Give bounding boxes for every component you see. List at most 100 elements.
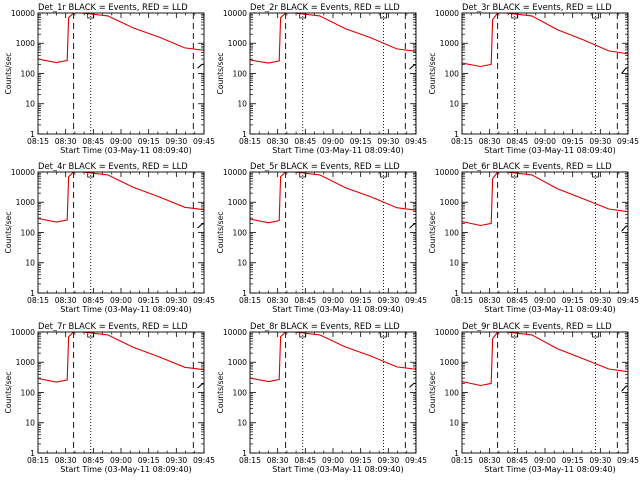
x-tick-label: 09:30 <box>165 456 187 465</box>
y-axis-label: Counts/sec <box>4 212 13 254</box>
x-tick-label: 08:15 <box>239 137 261 146</box>
top-bracket-marker <box>511 172 519 178</box>
y-tick-label: 10000 <box>435 9 459 18</box>
x-tick-label: 09:30 <box>377 456 399 465</box>
x-tick-label: 09:45 <box>617 296 639 305</box>
x-tick-label: 08:30 <box>479 296 501 305</box>
x-tick-label: 09:45 <box>405 137 427 146</box>
top-bracket-marker <box>87 13 95 19</box>
x-tick-label: 09:15 <box>138 137 160 146</box>
x-tick-label: 09:15 <box>562 456 584 465</box>
y-tick-label: 10 <box>25 259 35 268</box>
x-tick-label: 08:30 <box>267 296 289 305</box>
series-lld-line <box>462 13 628 68</box>
x-tick-label: 09:45 <box>193 296 215 305</box>
panel-title: Det_2r BLACK = Events, RED = LLD <box>250 2 400 12</box>
x-tick-label: 09:30 <box>377 296 399 305</box>
y-tick-label: 10000 <box>11 168 35 177</box>
x-tick-label: 08:15 <box>451 137 473 146</box>
x-tick-label: 09:30 <box>165 296 187 305</box>
y-tick-label: 1000 <box>228 39 247 48</box>
x-tick-label: 08:45 <box>506 137 528 146</box>
x-tick-label: 09:15 <box>562 296 584 305</box>
x-tick-label: 08:30 <box>55 456 77 465</box>
x-tick-label: 09:00 <box>534 456 556 465</box>
panel-4: Det_4r BLACK = Events, RED = LLD Counts/s… <box>4 161 417 314</box>
y-tick-label: 1000 <box>16 198 35 207</box>
x-tick-label: 08:45 <box>294 137 316 146</box>
y-axis-label: Counts/sec <box>4 53 13 95</box>
y-tick-label: 10 <box>449 100 459 109</box>
x-tick-label: 09:45 <box>193 137 215 146</box>
series-events-line <box>409 64 416 70</box>
plot-frame <box>37 12 205 135</box>
x-tick-label: 08:45 <box>506 456 528 465</box>
series-lld-line <box>250 172 416 224</box>
top-bracket-marker <box>87 332 95 338</box>
top-bracket-marker <box>299 13 307 19</box>
top-bracket-marker <box>511 332 519 338</box>
x-axis-label: Start Time (03-May-11 08:09:40) <box>60 305 191 314</box>
series-events-line <box>409 223 416 229</box>
x-tick-label: 08:30 <box>479 456 501 465</box>
y-tick-label: 1 <box>242 130 247 139</box>
series-events-line <box>197 63 204 69</box>
x-tick-label: 08:15 <box>451 456 473 465</box>
top-bracket-marker <box>380 13 387 19</box>
plot-frame <box>249 12 417 135</box>
panel-1: Det_1r BLACK = Events, RED = LLD Counts/s… <box>4 2 417 155</box>
x-axis-label: Start Time (03-May-11 08:09:40) <box>272 146 403 155</box>
x-tick-label: 09:30 <box>589 137 611 146</box>
panel-title: Det_4r BLACK = Events, RED = LLD <box>38 161 188 171</box>
plot-frame <box>37 171 205 294</box>
y-tick-label: 1 <box>30 289 35 298</box>
x-tick-label: 08:45 <box>294 296 316 305</box>
x-tick-label: 08:45 <box>82 296 104 305</box>
x-axis-label: Start Time (03-May-11 08:09:40) <box>484 465 615 474</box>
y-tick-label: 1 <box>242 449 247 458</box>
y-tick-label: 10 <box>237 419 247 428</box>
top-bracket-marker <box>299 332 307 338</box>
y-tick-label: 100 <box>21 388 36 397</box>
x-axis-label: Start Time (03-May-11 08:09:40) <box>484 146 615 155</box>
panel-8: Det_8r BLACK = Events, RED = LLD Counts/s… <box>216 321 629 474</box>
y-tick-label: 10000 <box>11 328 35 337</box>
y-tick-label: 10000 <box>435 168 459 177</box>
panel-title: Det_1r BLACK = Events, RED = LLD <box>38 2 188 12</box>
y-tick-label: 1000 <box>440 358 459 367</box>
y-tick-label: 10000 <box>223 328 247 337</box>
x-tick-label: 08:30 <box>479 137 501 146</box>
y-axis-label: Counts/sec <box>428 53 437 95</box>
y-tick-label: 1000 <box>16 358 35 367</box>
top-bracket-marker <box>592 13 599 19</box>
x-tick-label: 09:15 <box>350 137 372 146</box>
top-bracket-marker <box>299 172 307 178</box>
y-tick-label: 1 <box>30 130 35 139</box>
y-axis-label: Counts/sec <box>216 53 225 95</box>
series-events-line <box>621 67 628 74</box>
x-axis-label: Start Time (03-May-11 08:09:40) <box>60 465 191 474</box>
y-tick-label: 1 <box>454 130 459 139</box>
panel-5: Det_5r BLACK = Events, RED = LLD Counts/s… <box>216 161 629 314</box>
y-tick-label: 1000 <box>16 39 35 48</box>
x-axis-label: Start Time (03-May-11 08:09:40) <box>272 305 403 314</box>
x-tick-label: 08:30 <box>267 456 289 465</box>
top-bracket-marker <box>380 332 387 338</box>
y-tick-label: 100 <box>233 228 248 237</box>
y-tick-label: 10 <box>449 419 459 428</box>
x-tick-label: 09:00 <box>534 296 556 305</box>
top-bracket-marker <box>592 332 599 338</box>
y-tick-label: 100 <box>21 228 36 237</box>
y-tick-label: 10 <box>237 100 247 109</box>
x-tick-label: 08:45 <box>294 456 316 465</box>
y-tick-label: 10000 <box>11 9 35 18</box>
x-tick-label: 09:45 <box>193 456 215 465</box>
x-tick-label: 08:45 <box>506 296 528 305</box>
x-tick-label: 09:15 <box>138 296 160 305</box>
y-tick-label: 100 <box>445 388 460 397</box>
x-tick-label: 09:45 <box>617 137 639 146</box>
y-tick-label: 1 <box>454 289 459 298</box>
y-tick-label: 1 <box>30 449 35 458</box>
series-lld-line <box>38 172 204 223</box>
x-tick-label: 09:00 <box>110 137 132 146</box>
